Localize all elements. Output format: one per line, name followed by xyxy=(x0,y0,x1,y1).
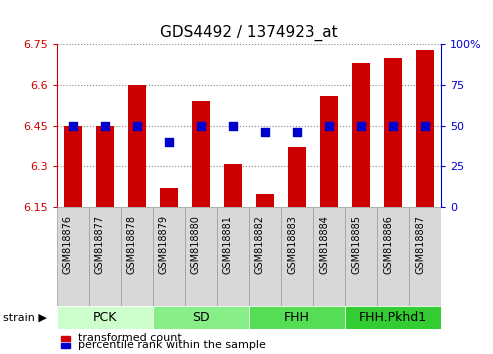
Bar xyxy=(417,50,434,207)
Point xyxy=(357,123,365,129)
Text: GSM818883: GSM818883 xyxy=(287,215,297,274)
Bar xyxy=(57,207,89,306)
Point xyxy=(165,139,173,145)
Bar xyxy=(64,126,81,207)
Bar xyxy=(153,306,249,329)
Text: GSM818876: GSM818876 xyxy=(63,215,73,274)
Bar xyxy=(377,207,409,306)
Bar xyxy=(61,343,70,348)
Bar xyxy=(345,306,441,329)
Point xyxy=(325,123,333,129)
Text: GDS4492 / 1374923_at: GDS4492 / 1374923_at xyxy=(160,24,338,41)
Text: GSM818885: GSM818885 xyxy=(351,215,361,274)
Bar xyxy=(320,96,338,207)
Bar xyxy=(345,207,377,306)
Bar xyxy=(249,306,345,329)
Text: PCK: PCK xyxy=(93,311,117,324)
Point xyxy=(101,123,108,129)
Bar xyxy=(313,207,345,306)
Bar xyxy=(281,207,313,306)
Bar xyxy=(57,306,153,329)
Bar xyxy=(224,164,242,207)
Text: transformed count: transformed count xyxy=(78,333,181,343)
Text: GSM818884: GSM818884 xyxy=(319,215,329,274)
Text: FHH: FHH xyxy=(284,311,310,324)
Point xyxy=(133,123,141,129)
Bar xyxy=(185,207,217,306)
Bar xyxy=(128,85,145,207)
Bar xyxy=(288,147,306,207)
Point xyxy=(389,123,397,129)
Bar xyxy=(385,58,402,207)
Text: FHH.Pkhd1: FHH.Pkhd1 xyxy=(359,311,427,324)
Point xyxy=(293,129,301,135)
Text: GSM818877: GSM818877 xyxy=(95,215,105,274)
Bar xyxy=(409,207,441,306)
Text: GSM818882: GSM818882 xyxy=(255,215,265,274)
Text: SD: SD xyxy=(192,311,210,324)
Point xyxy=(229,123,237,129)
Text: GSM818878: GSM818878 xyxy=(127,215,137,274)
Bar xyxy=(96,126,113,207)
Text: percentile rank within the sample: percentile rank within the sample xyxy=(78,340,266,350)
Bar xyxy=(217,207,249,306)
Text: GSM818887: GSM818887 xyxy=(415,215,425,274)
Bar xyxy=(89,207,121,306)
Text: GSM818880: GSM818880 xyxy=(191,215,201,274)
Text: GSM818879: GSM818879 xyxy=(159,215,169,274)
Bar xyxy=(160,188,177,207)
Bar xyxy=(256,194,274,207)
Bar xyxy=(352,63,370,207)
Text: GSM818881: GSM818881 xyxy=(223,215,233,274)
Bar xyxy=(121,207,153,306)
Point xyxy=(69,123,77,129)
Point xyxy=(197,123,205,129)
Bar xyxy=(192,101,210,207)
Point xyxy=(421,123,429,129)
Text: GSM818886: GSM818886 xyxy=(383,215,393,274)
Point xyxy=(261,129,269,135)
Bar xyxy=(249,207,281,306)
Bar xyxy=(153,207,185,306)
Text: strain ▶: strain ▶ xyxy=(3,313,47,323)
Bar xyxy=(61,336,70,341)
